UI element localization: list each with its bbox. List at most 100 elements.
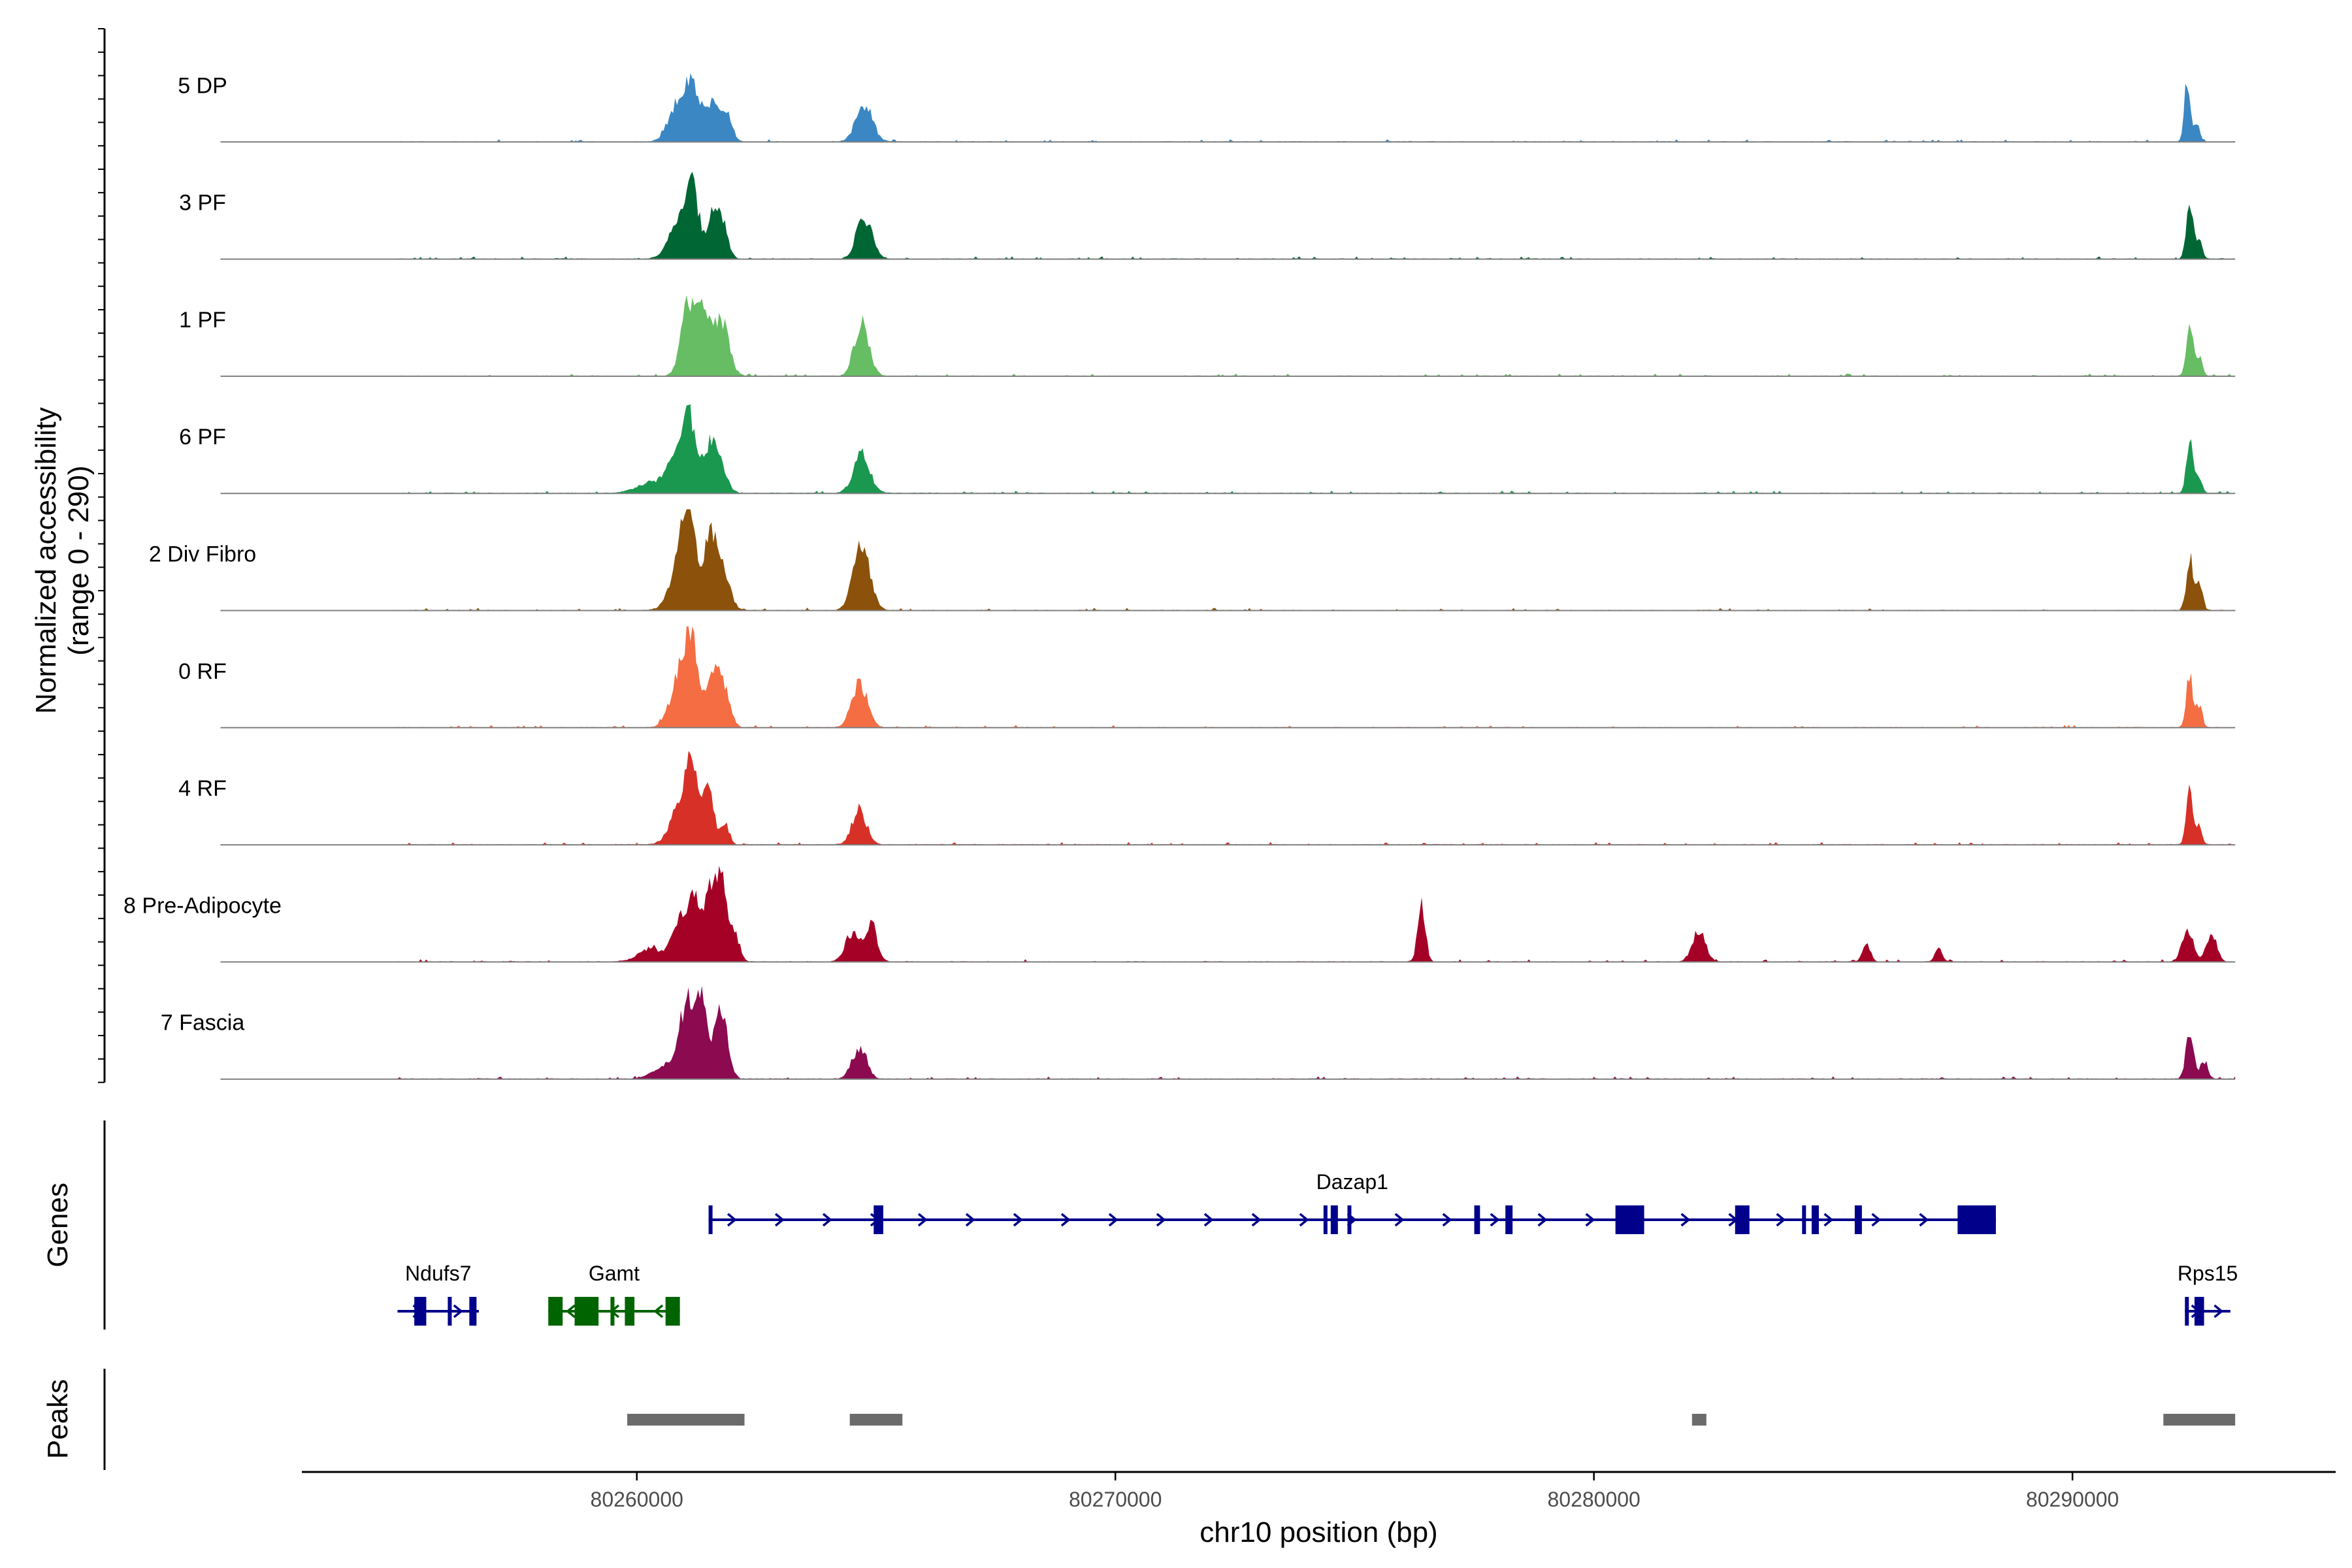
track-label: 7 Fascia <box>161 1011 245 1036</box>
strand-arrow <box>1823 1213 1834 1227</box>
peak-region <box>849 1414 903 1426</box>
coverage-track-4-rf <box>220 751 2236 846</box>
track-label: 6 PF <box>179 425 226 449</box>
track-label: 1 PF <box>179 308 226 333</box>
gene-ndufs7: Ndufs7 <box>397 1262 480 1326</box>
x-tick-label: 80270000 <box>1069 1488 1162 1511</box>
gene-rps15: Rps15 <box>2178 1262 2238 1326</box>
coverage-track-0-rf <box>220 626 2236 728</box>
gene-track: Dazap1 Ndufs7 Gamt Rps15 <box>103 1120 2238 1330</box>
track-label: 0 RF <box>178 659 227 684</box>
strand-arrow <box>1299 1213 1309 1227</box>
x-axis: 80260000 80270000 80280000 80290000 <box>302 1471 2336 1511</box>
x-tick-label: 80260000 <box>591 1488 683 1511</box>
peaks-panel-label: Peaks <box>42 1379 74 1459</box>
exon <box>1474 1205 1480 1234</box>
coverage-area <box>397 509 2236 611</box>
strand-arrow <box>917 1213 928 1227</box>
track-label: 8 Pre-Adipocyte <box>123 893 282 918</box>
exon <box>1854 1205 1862 1234</box>
strand-arrow <box>653 1304 664 1318</box>
exon <box>1323 1205 1328 1234</box>
peak-region <box>627 1414 745 1426</box>
peak-region <box>2163 1414 2236 1426</box>
peaks-track <box>103 1369 2236 1470</box>
strand-arrow <box>566 1304 576 1318</box>
exon <box>448 1297 452 1326</box>
strand-arrow <box>1203 1213 1214 1227</box>
exon <box>1957 1205 1996 1234</box>
coverage-track-2-div-fibro <box>220 509 2236 612</box>
strand-arrow <box>453 1304 463 1318</box>
strand-arrow <box>822 1213 832 1227</box>
coverage-area <box>397 404 2236 494</box>
strand-arrow <box>774 1213 785 1227</box>
exon <box>469 1297 477 1326</box>
strand-arrow <box>1537 1213 1548 1227</box>
exon <box>708 1205 713 1234</box>
strand-arrow <box>1871 1213 1882 1227</box>
x-axis-title: chr10 position (bp) <box>1200 1516 1437 1548</box>
exon <box>548 1297 563 1326</box>
exon <box>874 1205 883 1234</box>
strand-arrow <box>1060 1213 1071 1227</box>
strand-arrow <box>1251 1213 1262 1227</box>
track-label: 4 RF <box>178 776 227 801</box>
peak-region <box>1691 1414 1707 1426</box>
coverage-area <box>397 626 2236 728</box>
strand-arrow <box>2213 1304 2224 1318</box>
coverage-area <box>397 295 2236 376</box>
strand-arrow <box>1394 1213 1405 1227</box>
y-axis-coverage <box>98 28 106 1083</box>
gene-label: Gamt <box>589 1262 640 1285</box>
gene-label: Rps15 <box>2178 1262 2238 1285</box>
strand-arrow <box>1156 1213 1166 1227</box>
coverage-track-6-pf <box>220 404 2236 495</box>
exon <box>1615 1205 1644 1234</box>
gene-label: Ndufs7 <box>405 1262 471 1285</box>
exon <box>1330 1205 1338 1234</box>
strand-arrow <box>1680 1213 1691 1227</box>
coverage-area <box>397 751 2236 845</box>
coverage-track-8-pre-adipocyte <box>220 866 2236 963</box>
exon <box>1811 1205 1819 1234</box>
track-label: 3 PF <box>179 191 226 216</box>
exon <box>1347 1205 1352 1234</box>
exon <box>1802 1205 1806 1234</box>
coverage-area <box>397 985 2236 1079</box>
y-axis-title: Normalized accessibility(range 0 - 290) <box>30 407 95 713</box>
track-labels: 5 DP 3 PF 1 PF 6 PF 2 Div Fibro 0 RF 4 RF 8 Pre… <box>123 73 282 1035</box>
genes-panel-label: Genes <box>42 1183 74 1267</box>
strand-arrow <box>1442 1213 1452 1227</box>
coverage-tracks <box>220 73 2236 1080</box>
exon <box>574 1297 599 1326</box>
x-tick-label: 80280000 <box>1547 1488 1640 1511</box>
strand-arrow <box>1013 1213 1023 1227</box>
exon <box>1505 1205 1513 1234</box>
coverage-track-7-fascia <box>220 985 2236 1080</box>
strand-arrow <box>1585 1213 1595 1227</box>
strand-arrow <box>1108 1213 1119 1227</box>
exon <box>414 1297 427 1326</box>
track-label: 5 DP <box>178 73 227 98</box>
gene-dazap1: Dazap1 <box>708 1170 1996 1234</box>
exon <box>625 1297 635 1326</box>
exon <box>2194 1297 2204 1326</box>
gene-label: Dazap1 <box>1316 1170 1388 1194</box>
gene-gamt: Gamt <box>548 1262 680 1326</box>
strand-arrow <box>965 1213 975 1227</box>
strand-arrow <box>1919 1213 1929 1227</box>
coverage-track-3-pf <box>220 171 2236 260</box>
exon <box>1735 1205 1750 1234</box>
strand-arrow <box>1776 1213 1786 1227</box>
coverage-area <box>397 866 2236 962</box>
exon <box>2185 1297 2189 1326</box>
coverage-track-5-dp <box>220 73 2236 143</box>
exon <box>610 1297 615 1326</box>
strand-arrow <box>1490 1213 1500 1227</box>
track-label: 2 Div Fibro <box>149 542 256 567</box>
coverage-area <box>397 171 2236 259</box>
strand-arrow <box>727 1213 737 1227</box>
coverage-track-1-pf <box>220 295 2236 377</box>
